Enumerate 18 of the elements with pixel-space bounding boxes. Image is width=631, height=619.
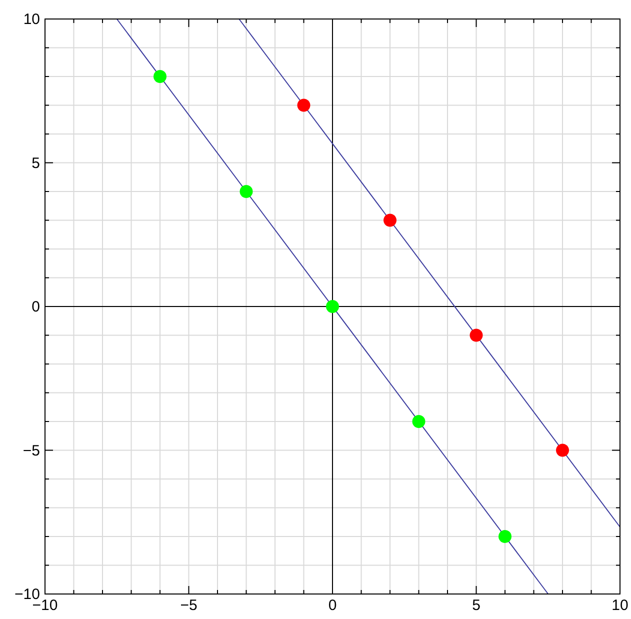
y-tick-label: −10	[14, 586, 40, 603]
point	[240, 185, 253, 198]
y-tick-label: 0	[32, 298, 40, 316]
point	[326, 300, 339, 313]
point	[384, 214, 396, 227]
point	[498, 530, 512, 543]
x-tick-label: −5	[180, 597, 198, 614]
x-tick-label: 0	[328, 597, 337, 614]
x-tick-label: 10	[612, 597, 628, 614]
x-tick-label: 5	[472, 597, 480, 614]
y-tick-label: 10	[23, 11, 40, 28]
point	[297, 98, 310, 112]
y-tick-label: −5	[22, 442, 40, 460]
y-tick-label: 5	[32, 154, 40, 172]
point	[154, 70, 166, 83]
point	[470, 328, 483, 342]
point	[412, 415, 426, 428]
point	[556, 444, 569, 457]
